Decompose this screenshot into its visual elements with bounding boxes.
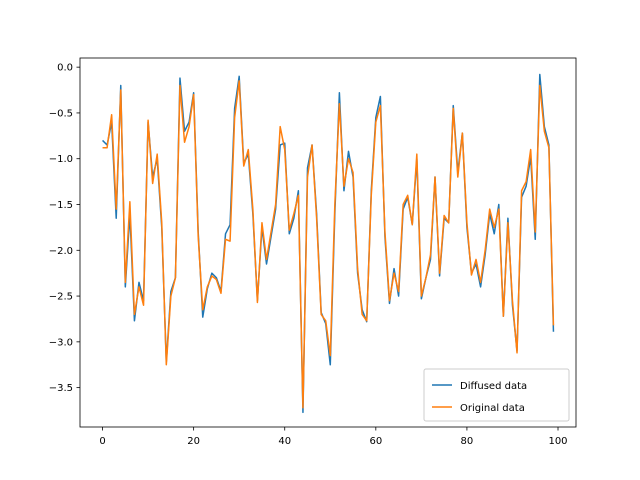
x-tick-label: 0 — [99, 436, 105, 447]
y-tick-label: −3.0 — [49, 337, 73, 348]
y-axis: 0.0 −0.5 −1.0 −1.5 −2.0 −2.5 −3.0 −3.5 — [49, 63, 80, 394]
x-tick-label: 20 — [187, 436, 200, 447]
series-line-original — [102, 80, 555, 409]
y-tick-label: −0.5 — [49, 108, 73, 119]
legend-label-original: Original data — [460, 403, 525, 414]
y-tick-label: −1.5 — [49, 200, 73, 211]
x-tick-label: 40 — [278, 436, 291, 447]
axes-frame — [79, 57, 577, 428]
legend: Diffused data Original data — [423, 368, 570, 422]
y-tick-label: −1.0 — [49, 154, 73, 165]
y-tick-label: −3.5 — [49, 383, 73, 394]
x-axis: 0 20 40 60 80 100 — [99, 427, 568, 447]
x-tick-label: 60 — [369, 436, 382, 447]
series-layer — [102, 73, 555, 414]
y-tick-label: −2.0 — [49, 246, 73, 257]
legend-box — [423, 368, 570, 422]
x-tick-label: 100 — [548, 436, 567, 447]
y-tick-label: −2.5 — [49, 292, 73, 303]
x-tick-label: 80 — [461, 436, 474, 447]
legend-label-diffused: Diffused data — [460, 381, 527, 392]
y-tick-label: 0.0 — [57, 63, 73, 74]
